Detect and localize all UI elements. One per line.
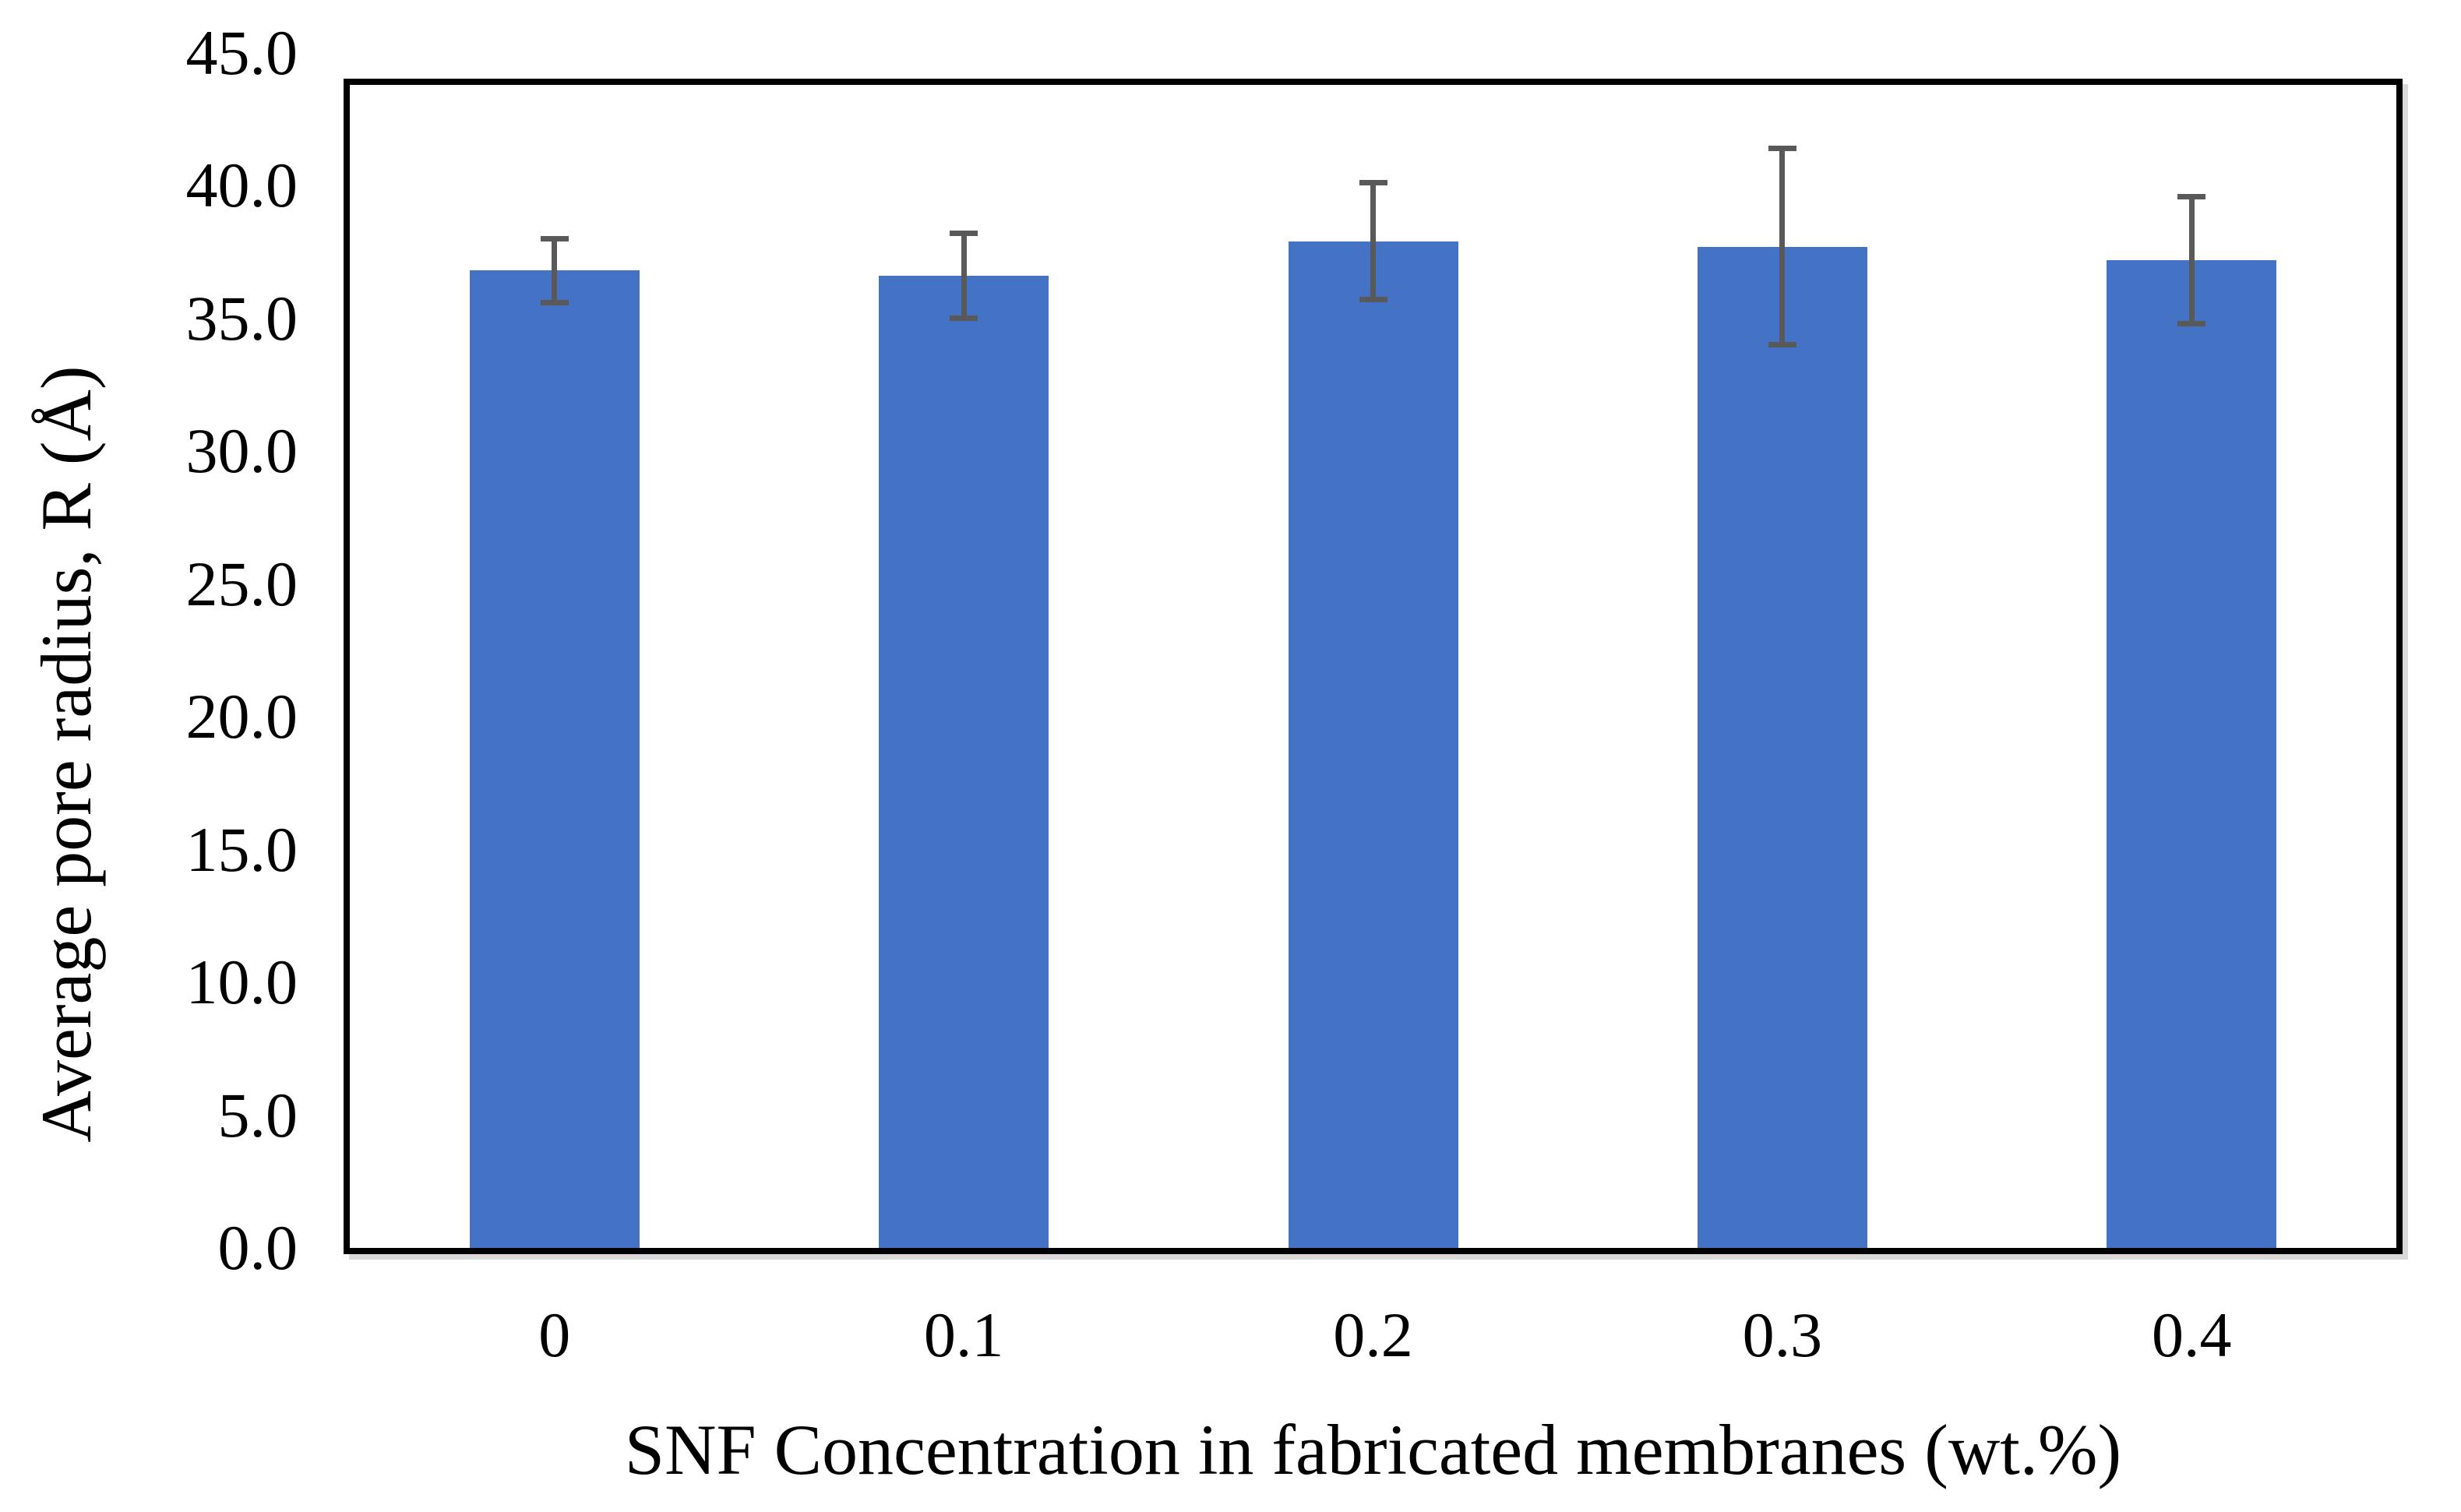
error-bar-cap (2177, 193, 2206, 199)
x-tick-label: 0.2 (1333, 1299, 1413, 1370)
error-bar-cap (950, 231, 978, 237)
x-tick-label: 0.1 (923, 1299, 1004, 1370)
error-bar-cap (1359, 297, 1387, 303)
bar (1697, 246, 1867, 1248)
x-tick-label: 0 (538, 1299, 571, 1370)
y-tick-label: 45.0 (185, 16, 298, 88)
error-bar-line (552, 238, 558, 303)
y-tick-label: 10.0 (185, 946, 298, 1018)
bar (1288, 241, 1458, 1248)
error-bar-cap (540, 236, 569, 242)
error-bar-cap (1768, 342, 1796, 348)
error-bar-line (2188, 196, 2195, 324)
y-tick-label: 40.0 (185, 150, 298, 221)
x-tick-label: 0.3 (1742, 1299, 1823, 1370)
y-tick-label: 25.0 (185, 548, 298, 619)
error-bar-line (1370, 182, 1376, 300)
bar (469, 270, 640, 1248)
error-bar-cap (950, 315, 978, 322)
y-tick-label: 20.0 (185, 681, 298, 752)
y-tick-label: 15.0 (185, 813, 298, 885)
y-tick-label: 0.0 (217, 1212, 298, 1283)
error-bar-cap (2177, 321, 2206, 327)
error-bar-line (1779, 148, 1786, 345)
x-axis-title: SNF Concentration in fabricated membrane… (624, 1410, 2122, 1489)
error-bar-cap (540, 299, 569, 305)
error-bar-cap (1768, 146, 1796, 152)
bar (879, 276, 1049, 1248)
bar (2107, 259, 2277, 1248)
y-tick-label: 5.0 (217, 1079, 298, 1151)
error-bar-line (961, 233, 967, 319)
error-bar-cap (1359, 180, 1387, 186)
y-tick-label: 35.0 (185, 282, 298, 354)
x-tick-label: 0.4 (2152, 1299, 2232, 1370)
y-tick-label: 30.0 (185, 415, 298, 487)
